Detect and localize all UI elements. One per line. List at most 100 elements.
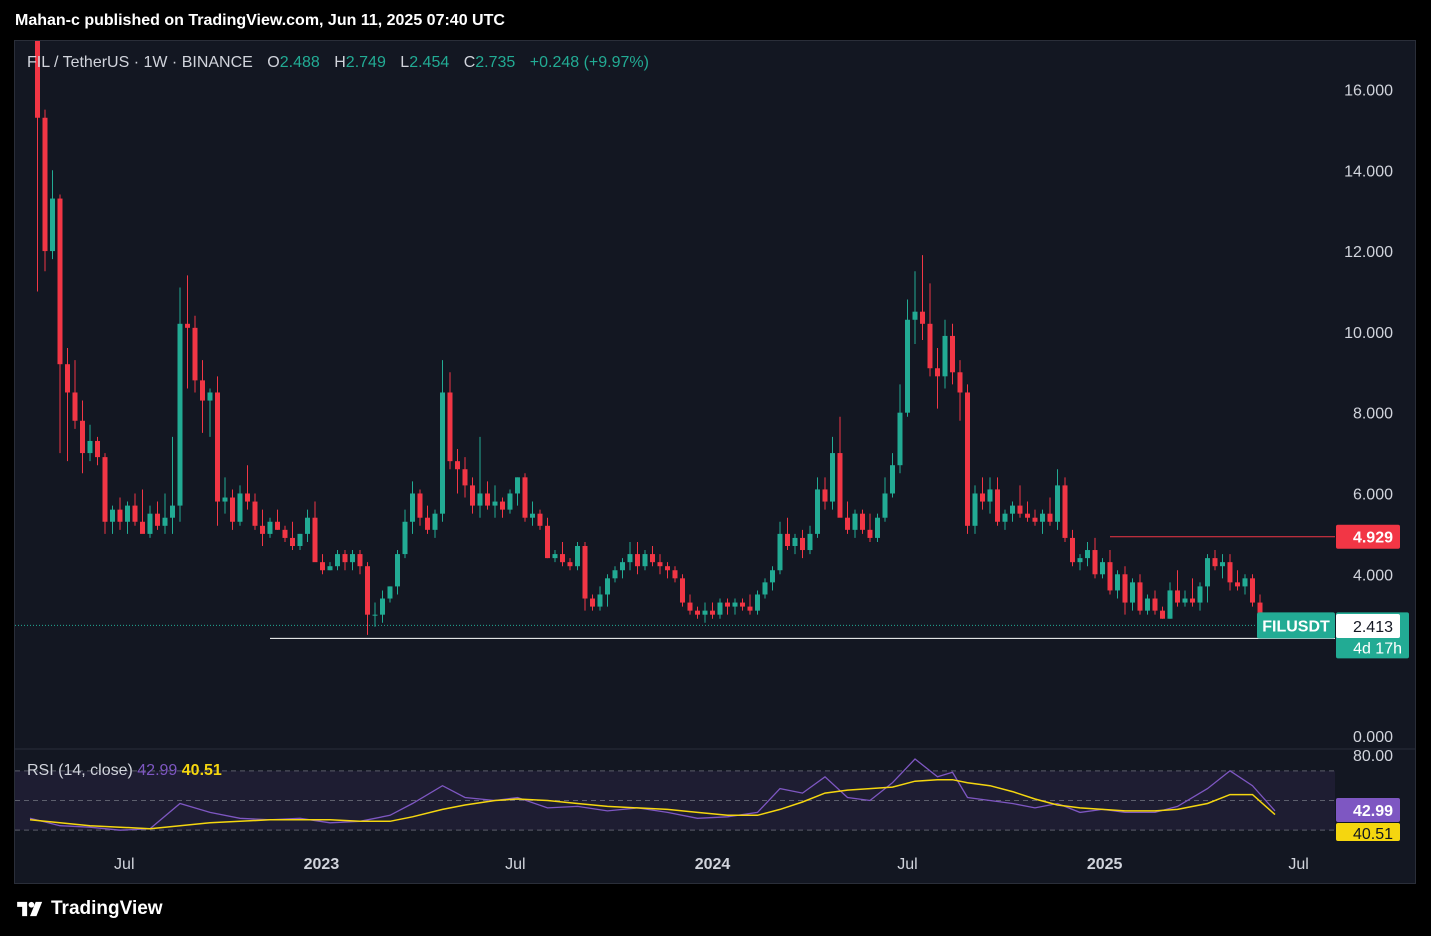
candle-body[interactable] <box>148 514 153 534</box>
candle-body[interactable] <box>658 562 663 566</box>
candle-body[interactable] <box>823 489 828 501</box>
candle-body[interactable] <box>410 493 415 521</box>
candle-body[interactable] <box>35 41 40 118</box>
candle-body[interactable] <box>680 578 685 602</box>
candle-body[interactable] <box>440 392 445 513</box>
candle-body[interactable] <box>343 554 348 562</box>
candle-body[interactable] <box>853 514 858 530</box>
candle-body[interactable] <box>1010 506 1015 514</box>
candle-body[interactable] <box>193 328 198 381</box>
candle-body[interactable] <box>283 530 288 538</box>
candle-body[interactable] <box>695 611 700 615</box>
candle-body[interactable] <box>890 465 895 493</box>
candle-body[interactable] <box>200 380 205 400</box>
candle-body[interactable] <box>943 336 948 376</box>
candle-body[interactable] <box>65 364 70 392</box>
candle-body[interactable] <box>1235 582 1240 586</box>
candle-body[interactable] <box>793 538 798 546</box>
candle-body[interactable] <box>905 320 910 413</box>
candle-body[interactable] <box>1183 599 1188 603</box>
candle-body[interactable] <box>838 453 843 518</box>
candle-body[interactable] <box>965 392 970 525</box>
candle-body[interactable] <box>1048 514 1053 522</box>
candle-body[interactable] <box>95 441 100 457</box>
candle-body[interactable] <box>320 562 325 570</box>
candle-body[interactable] <box>1078 558 1083 562</box>
candle-body[interactable] <box>688 603 693 611</box>
candle-body[interactable] <box>560 554 565 562</box>
candle-body[interactable] <box>635 554 640 566</box>
candle-body[interactable] <box>778 534 783 570</box>
candle-body[interactable] <box>298 534 303 546</box>
candle-body[interactable] <box>238 493 243 521</box>
candle-body[interactable] <box>958 372 963 392</box>
candle-body[interactable] <box>815 489 820 533</box>
candle-body[interactable] <box>1243 578 1248 586</box>
candle-body[interactable] <box>725 603 730 607</box>
candle-body[interactable] <box>973 493 978 525</box>
candle-body[interactable] <box>1205 558 1210 586</box>
candle-body[interactable] <box>508 493 513 509</box>
candle-body[interactable] <box>470 485 475 505</box>
candle-body[interactable] <box>1213 558 1218 566</box>
candle-body[interactable] <box>178 324 183 506</box>
candle-body[interactable] <box>628 554 633 562</box>
candle-body[interactable] <box>380 599 385 615</box>
candle-body[interactable] <box>538 514 543 526</box>
candle-body[interactable] <box>350 554 355 562</box>
candle-body[interactable] <box>395 554 400 586</box>
candle-body[interactable] <box>665 566 670 570</box>
candle-body[interactable] <box>43 118 48 251</box>
candle-body[interactable] <box>913 312 918 320</box>
candle-body[interactable] <box>1025 514 1030 518</box>
candle-body[interactable] <box>448 392 453 461</box>
candle-body[interactable] <box>1220 562 1225 566</box>
candle-body[interactable] <box>418 493 423 517</box>
candle-body[interactable] <box>545 526 550 558</box>
candle-body[interactable] <box>643 554 648 566</box>
candle-body[interactable] <box>1168 590 1173 618</box>
candle-body[interactable] <box>950 336 955 372</box>
candle-body[interactable] <box>28 0 33 29</box>
candle-body[interactable] <box>110 510 115 522</box>
candle-body[interactable] <box>1085 550 1090 558</box>
candle-body[interactable] <box>755 594 760 610</box>
candle-body[interactable] <box>763 582 768 594</box>
candle-body[interactable] <box>163 518 168 526</box>
candle-body[interactable] <box>260 526 265 534</box>
candle-body[interactable] <box>425 518 430 530</box>
candle-body[interactable] <box>358 554 363 566</box>
candle-body[interactable] <box>1055 485 1060 521</box>
candle-body[interactable] <box>245 493 250 501</box>
candle-body[interactable] <box>313 518 318 562</box>
candle-body[interactable] <box>800 538 805 550</box>
candle-body[interactable] <box>770 570 775 582</box>
candle-body[interactable] <box>1093 550 1098 574</box>
candle-body[interactable] <box>733 603 738 607</box>
candle-body[interactable] <box>118 510 123 522</box>
candle-body[interactable] <box>73 392 78 420</box>
candle-body[interactable] <box>718 603 723 615</box>
candle-body[interactable] <box>80 421 85 453</box>
candle-body[interactable] <box>1130 582 1135 602</box>
candle-body[interactable] <box>185 324 190 328</box>
candle-body[interactable] <box>605 578 610 594</box>
candle-body[interactable] <box>1145 599 1150 611</box>
candle-body[interactable] <box>808 534 813 550</box>
candle-body[interactable] <box>650 554 655 562</box>
candle-body[interactable] <box>1100 562 1105 574</box>
candle-body[interactable] <box>478 493 483 505</box>
candle-body[interactable] <box>898 413 903 466</box>
candle-body[interactable] <box>455 461 460 469</box>
candle-body[interactable] <box>1228 562 1233 582</box>
candle-body[interactable] <box>553 554 558 558</box>
candle-body[interactable] <box>868 530 873 538</box>
candle-body[interactable] <box>208 392 213 400</box>
candle-body[interactable] <box>140 522 145 534</box>
candle-body[interactable] <box>268 522 273 534</box>
candle-body[interactable] <box>103 457 108 522</box>
candle-body[interactable] <box>988 489 993 501</box>
candle-body[interactable] <box>485 493 490 505</box>
candle-body[interactable] <box>275 522 280 530</box>
candle-body[interactable] <box>230 498 235 522</box>
